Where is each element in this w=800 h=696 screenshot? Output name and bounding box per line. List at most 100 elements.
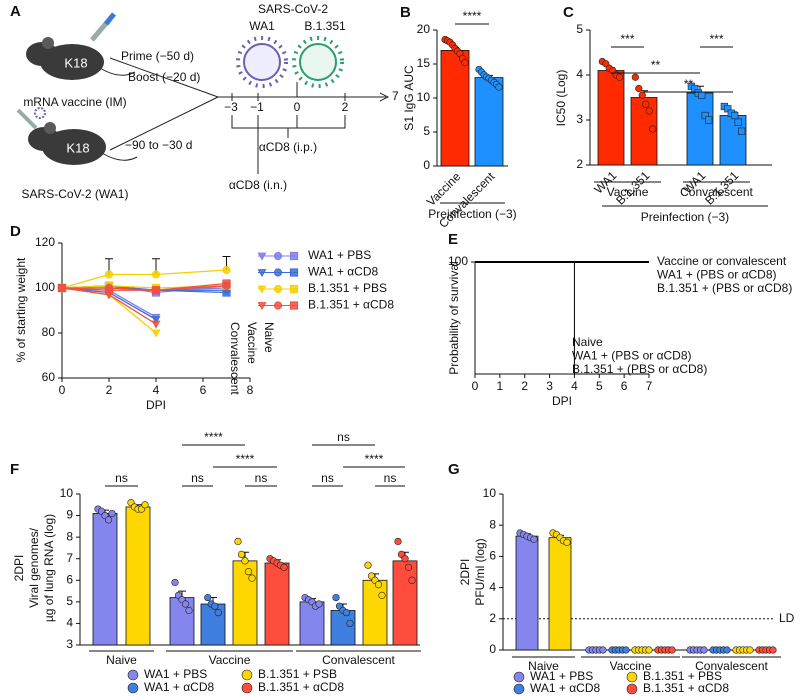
bar	[330, 610, 356, 646]
x-tick-label: 5	[596, 379, 603, 393]
significance-label: ns	[384, 471, 397, 485]
legend-marker	[289, 251, 299, 261]
bar	[515, 535, 539, 651]
y-tick-label: 8	[489, 517, 496, 531]
virus	[243, 43, 281, 81]
mouse-label: K18	[66, 140, 89, 155]
x-tick-label: 7	[646, 379, 653, 393]
data-point	[649, 125, 657, 133]
group-label: Convalescent	[322, 653, 395, 667]
footer-label: Preinfection (−3)	[641, 210, 729, 224]
significance-label: **	[684, 77, 694, 91]
data-point	[214, 609, 222, 617]
group-label: Vaccine	[610, 659, 652, 673]
legend-marker	[289, 284, 299, 294]
data-point	[495, 83, 503, 91]
timeline-label: −3	[224, 100, 238, 114]
significance-label: ns	[321, 471, 334, 485]
data-point	[211, 602, 219, 610]
group-label: Vaccine	[209, 653, 251, 667]
data-point	[171, 578, 179, 587]
data-point	[723, 646, 731, 654]
legend-swatch	[626, 671, 638, 683]
bar	[686, 92, 714, 166]
y-tick-label: 120	[35, 235, 55, 249]
treatment-bracket	[231, 115, 346, 138]
data-point	[374, 580, 383, 589]
legend-label: WA1 + PBS	[530, 669, 593, 683]
data-point	[530, 535, 538, 543]
y-tick-label: 4	[576, 67, 583, 81]
significance-label: ***	[709, 32, 723, 46]
series-line	[61, 269, 227, 289]
y-tick-label: 100	[448, 254, 468, 268]
y-tick-label: 10	[483, 486, 497, 500]
data-point	[222, 265, 231, 275]
data-point	[642, 100, 650, 108]
virus-spikes	[292, 36, 344, 88]
y-tick-label: 4	[66, 616, 73, 630]
panel-a: A K18 mRNA vaccine (IM) K18 SARS-CoV-2 (…	[10, 2, 399, 201]
legend-label: WA1 + αCD8	[144, 680, 215, 694]
cohort-label: Vaccine	[245, 322, 259, 364]
significance-label: ns	[115, 471, 128, 485]
bar	[169, 597, 195, 646]
mouse-ear	[44, 122, 56, 134]
syringe-plunger	[104, 12, 116, 26]
data-point	[401, 555, 409, 563]
legend-swatch	[241, 682, 253, 694]
data-point	[734, 118, 742, 126]
y-tick-label: 15	[417, 56, 431, 70]
data-point	[241, 557, 249, 565]
x-tick-label: 2	[521, 379, 528, 393]
legend-label: B.1.351 + αCD8	[643, 681, 729, 695]
legend-swatch	[241, 669, 253, 681]
data-point	[248, 574, 256, 582]
legend-label: WA1 + αCD8	[308, 265, 379, 279]
bar	[440, 50, 470, 167]
panel-label: F	[10, 461, 19, 478]
cohort-label: mRNA vaccine (IM)	[23, 95, 126, 109]
y-tick-label: 2	[576, 157, 583, 171]
mouse-label: K18	[64, 55, 87, 70]
data-point	[408, 576, 416, 584]
treatment-label: αCD8 (i.p.)	[259, 140, 317, 154]
y-tick-label: 10	[60, 486, 74, 500]
timeline-label: 0	[294, 100, 301, 114]
data-point	[404, 563, 413, 571]
data-point	[151, 286, 161, 295]
survival-line	[475, 261, 649, 375]
legend-label: B.1.351 + PBS	[308, 281, 387, 295]
virus	[299, 43, 337, 81]
x-tick-label: 2	[106, 383, 113, 397]
data-point	[185, 606, 193, 615]
bar	[232, 560, 258, 646]
infection-label: −90 to −30 d	[125, 138, 192, 152]
series-label: B.1.351 + (PBS or αCD8)	[572, 362, 707, 376]
legend-marker	[289, 268, 299, 277]
x-axis-label: DPI	[146, 398, 166, 412]
bar	[597, 70, 625, 166]
significance-label: ****	[236, 452, 255, 466]
panel-label: B	[400, 4, 411, 21]
mouse-tail	[101, 152, 138, 161]
y-axis-label: Viral genomes/	[27, 527, 41, 607]
x-tick-label: 4	[571, 379, 578, 393]
y-tick-label: 7	[66, 551, 73, 565]
y-tick-label: 6	[66, 572, 73, 586]
significance-label: ****	[204, 430, 223, 444]
y-axis-label: IC50 (Log)	[554, 70, 568, 127]
data-point	[151, 270, 161, 279]
data-point	[364, 561, 372, 569]
y-tick-label: 60	[42, 370, 56, 384]
y-tick-label: 10	[417, 90, 431, 104]
data-point	[234, 537, 242, 546]
significance-label: ****	[365, 452, 384, 466]
legend-marker	[273, 284, 283, 294]
bar	[200, 603, 226, 646]
y-axis-label: PFU/ml (log)	[473, 538, 487, 605]
bar	[719, 115, 747, 166]
data-point	[104, 516, 113, 524]
data-point	[151, 316, 161, 325]
